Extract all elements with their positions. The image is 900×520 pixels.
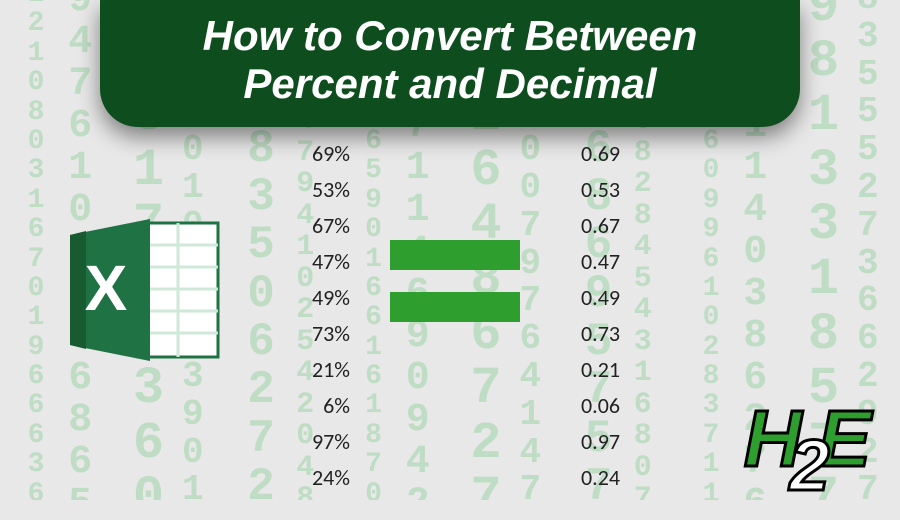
percent-cell: 97% xyxy=(312,428,350,455)
equals-bar-top xyxy=(390,240,520,270)
svg-text:X: X xyxy=(85,252,128,324)
excel-icon: X xyxy=(60,205,230,380)
percent-cell: 67% xyxy=(312,212,350,239)
decimal-cell: 0.67 xyxy=(581,212,620,239)
percent-cell: 53% xyxy=(312,176,350,203)
percent-cell: 47% xyxy=(312,248,350,275)
equals-bar-bottom xyxy=(390,292,520,322)
decimal-cell: 0.97 xyxy=(581,428,620,455)
title-banner: How to Convert Between Percent and Decim… xyxy=(100,0,800,127)
decimal-cell: 0.24 xyxy=(581,464,620,491)
logo-2: 2 xyxy=(790,426,824,506)
decimal-column: 0.69 0.53 0.67 0.47 0.49 0.73 0.21 0.06 0.97 0.24 xyxy=(550,140,620,520)
title-line-1: How to Convert Between xyxy=(120,12,780,60)
percent-cell: 69% xyxy=(312,140,350,167)
decimal-cell: 0.69 xyxy=(581,140,620,167)
decimal-cell: 0.21 xyxy=(581,356,620,383)
decimal-cell: 0.06 xyxy=(581,392,620,419)
decimal-cell: 0.73 xyxy=(581,320,620,347)
decimal-cell: 0.49 xyxy=(581,284,620,311)
logo-e: E xyxy=(818,394,865,483)
title-line-2: Percent and Decimal xyxy=(120,60,780,108)
percent-cell: 49% xyxy=(312,284,350,311)
percent-cell: 6% xyxy=(323,392,350,419)
percent-cell: 73% xyxy=(312,320,350,347)
h2e-logo: H2E xyxy=(744,393,865,485)
equals-icon xyxy=(390,240,520,344)
decimal-cell: 0.47 xyxy=(581,248,620,275)
percent-cell: 24% xyxy=(312,464,350,491)
decimal-cell: 0.53 xyxy=(581,176,620,203)
percent-cell: 21% xyxy=(312,356,350,383)
logo-h: H xyxy=(744,394,796,483)
percent-column: 69% 53% 67% 47% 49% 73% 21% 6% 97% 24% xyxy=(280,140,350,520)
